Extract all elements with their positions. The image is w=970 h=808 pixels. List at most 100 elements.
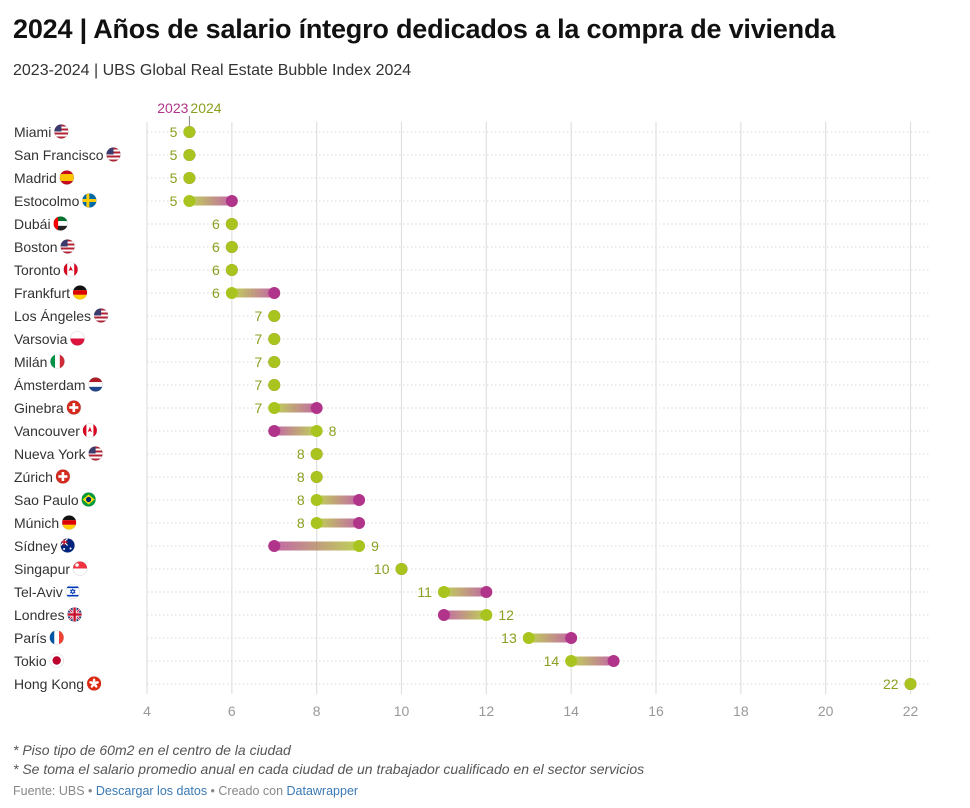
flag-gb-icon	[67, 607, 82, 622]
city-label: Sao Paulo	[14, 492, 79, 508]
row-sídney: Sídney 9	[14, 538, 930, 554]
range-bar	[274, 541, 360, 551]
dot-2024	[225, 218, 238, 230]
city-label: Milán	[14, 354, 47, 370]
row-vancouver: Vancouver 8	[14, 423, 930, 439]
value-label-2024: 7	[254, 377, 262, 393]
row-parís: París 13	[14, 630, 930, 646]
value-label-2024: 13	[501, 630, 517, 646]
dot-2023	[437, 609, 450, 621]
flag-sg-icon	[72, 561, 88, 576]
value-label-2024: 9	[371, 538, 379, 554]
row-tel-aviv: Tel-Aviv 11	[14, 584, 930, 600]
flag-us-icon	[93, 308, 109, 323]
flag-ch-icon	[66, 400, 82, 415]
row-múnich: Múnich 8	[14, 515, 930, 531]
value-label-2024: 8	[297, 492, 305, 508]
dot-2024	[183, 126, 196, 138]
dot-2024	[904, 678, 917, 690]
flag-jp-icon	[49, 653, 64, 668]
city-label: Sídney	[14, 538, 58, 554]
dot-2024	[183, 172, 196, 184]
city-label: Nueva York	[14, 446, 87, 462]
row-estocolmo: Estocolmo 5	[14, 193, 930, 209]
range-bar	[274, 403, 317, 413]
dot-2024	[225, 287, 238, 299]
range-bar	[231, 288, 275, 298]
download-data-link[interactable]: Descargar los datos	[95, 784, 208, 798]
range-bar	[316, 495, 360, 505]
dot-2023	[268, 540, 281, 552]
row-hong-kong: Hong Kong 22	[14, 676, 930, 692]
datawrapper-link[interactable]: Datawrapper	[286, 784, 359, 798]
city-label: Madrid	[14, 170, 57, 186]
value-label-2024: 6	[212, 216, 220, 232]
dot-2024	[310, 517, 323, 529]
value-label-2024: 5	[170, 124, 178, 140]
footer-source: Fuente: UBS	[13, 784, 85, 798]
row-zúrich: Zúrich 8	[14, 469, 930, 485]
row-ginebra: Ginebra 7	[14, 400, 930, 416]
flag-us-icon	[60, 239, 75, 254]
chart-subtitle: 2023-2024 | UBS Global Real Estate Bubbl…	[13, 62, 412, 79]
city-label: Frankfurt	[14, 285, 70, 301]
dot-2024	[310, 448, 323, 460]
city-label: París	[14, 630, 47, 646]
value-label-2024: 11	[417, 584, 432, 600]
flag-ca-icon	[63, 262, 79, 277]
chart-title: 2024 | Años de salario íntegro dedicados…	[13, 14, 836, 44]
value-label-2024: 7	[254, 354, 262, 370]
dot-2024	[225, 241, 238, 253]
value-label-2024: 6	[212, 239, 220, 255]
value-label-2024: 6	[212, 262, 220, 278]
row-milán: Milán 7	[14, 354, 930, 370]
dot-2024	[183, 149, 196, 161]
row-ámsterdam: Ámsterdam 7	[14, 377, 930, 393]
value-label-2024: 8	[297, 469, 305, 485]
row-tokio: Tokio 14	[14, 653, 930, 669]
dot-2023	[353, 494, 366, 506]
flag-it-icon	[50, 354, 65, 369]
dot-2024	[225, 264, 238, 276]
city-label: Varsovia	[14, 331, 68, 347]
value-label-2024: 7	[254, 308, 262, 324]
row-londres: Londres 12	[14, 607, 930, 623]
flag-ch-icon	[55, 469, 71, 484]
row-toronto: Toronto 6	[14, 262, 930, 278]
flag-de-icon	[72, 285, 88, 300]
x-tick-label: 18	[733, 703, 749, 719]
city-label: San Francisco	[14, 147, 104, 163]
value-label-2024: 5	[170, 193, 178, 209]
dot-2024	[268, 356, 281, 368]
value-label-2024: 5	[170, 147, 178, 163]
legend-2023: 2023	[157, 100, 188, 116]
value-label-2024: 14	[544, 653, 560, 669]
row-madrid: Madrid 5	[14, 170, 930, 186]
dot-2024	[565, 655, 578, 667]
range-bar	[571, 656, 614, 666]
row-varsovia: Varsovia 7	[14, 331, 930, 347]
dot-2024	[310, 494, 323, 506]
dot-2023	[607, 655, 620, 667]
dot-2024	[268, 333, 281, 345]
value-label-2024: 8	[297, 515, 305, 531]
city-label: Tel-Aviv	[14, 584, 63, 600]
flag-ca-icon	[82, 423, 98, 438]
flag-hk-icon	[86, 676, 102, 691]
legend-2024: 2024	[190, 100, 221, 116]
dot-2024	[268, 402, 281, 414]
footer-separator: •	[84, 784, 96, 798]
flag-us-icon	[106, 147, 121, 162]
range-bar	[274, 426, 317, 436]
city-label: Boston	[14, 239, 58, 255]
row-los-ángeles: Los Ángeles 7	[14, 308, 930, 324]
dot-2023	[565, 632, 578, 644]
city-label: Tokio	[14, 653, 47, 669]
value-label-2024: 22	[883, 676, 899, 692]
x-tick-label: 6	[228, 703, 236, 719]
footer-created-with: • Creado con	[207, 784, 287, 798]
flag-es-icon	[59, 170, 75, 185]
city-label: Ginebra	[14, 400, 64, 416]
row-frankfurt: Frankfurt 6	[14, 285, 930, 301]
